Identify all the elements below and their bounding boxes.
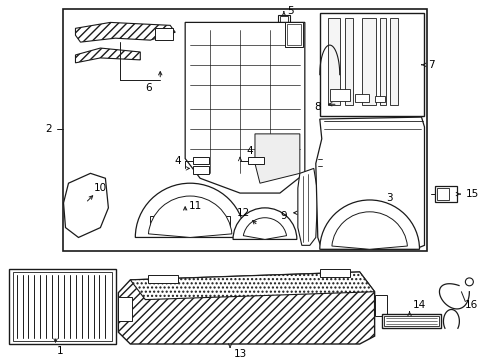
Bar bbox=[390, 18, 397, 105]
Text: 14: 14 bbox=[413, 300, 426, 310]
Polygon shape bbox=[255, 134, 300, 183]
Bar bbox=[320, 13, 424, 116]
Text: 4: 4 bbox=[246, 146, 253, 156]
Bar bbox=[278, 14, 290, 44]
Wedge shape bbox=[148, 196, 232, 238]
Bar bbox=[193, 157, 209, 165]
Bar bbox=[150, 216, 165, 226]
Text: 1: 1 bbox=[57, 346, 64, 356]
Bar bbox=[375, 295, 387, 316]
Bar bbox=[148, 275, 178, 283]
Polygon shape bbox=[75, 48, 140, 63]
Bar bbox=[155, 28, 173, 40]
Text: 16: 16 bbox=[465, 300, 478, 310]
Text: 12: 12 bbox=[236, 208, 249, 218]
Text: 10: 10 bbox=[94, 183, 107, 193]
Bar bbox=[382, 314, 441, 328]
Bar bbox=[248, 157, 264, 165]
Text: 13: 13 bbox=[233, 349, 246, 359]
Bar bbox=[436, 186, 457, 202]
Bar bbox=[119, 297, 132, 321]
Polygon shape bbox=[298, 168, 318, 246]
Bar bbox=[9, 269, 116, 344]
Polygon shape bbox=[130, 272, 375, 300]
Text: 6: 6 bbox=[145, 82, 151, 93]
Bar bbox=[438, 188, 449, 200]
Bar bbox=[384, 316, 440, 326]
Polygon shape bbox=[64, 173, 108, 238]
Bar bbox=[280, 17, 288, 42]
Wedge shape bbox=[244, 218, 287, 239]
Wedge shape bbox=[332, 212, 407, 249]
Text: 5: 5 bbox=[288, 5, 294, 15]
Bar bbox=[375, 96, 385, 102]
Bar bbox=[320, 269, 350, 277]
Polygon shape bbox=[75, 22, 175, 42]
Wedge shape bbox=[320, 200, 419, 249]
Text: 3: 3 bbox=[386, 193, 393, 203]
Bar bbox=[63, 9, 427, 251]
Polygon shape bbox=[119, 272, 375, 344]
Circle shape bbox=[466, 278, 473, 286]
Bar bbox=[193, 166, 209, 174]
Text: 15: 15 bbox=[466, 189, 479, 199]
Text: 11: 11 bbox=[189, 201, 202, 211]
Bar bbox=[287, 24, 301, 45]
Polygon shape bbox=[185, 22, 305, 193]
Bar bbox=[328, 18, 340, 105]
Bar bbox=[362, 18, 376, 105]
Bar bbox=[13, 272, 112, 341]
Text: 9: 9 bbox=[281, 211, 287, 221]
Wedge shape bbox=[135, 183, 245, 238]
Bar bbox=[380, 18, 386, 105]
Bar bbox=[218, 216, 230, 226]
Text: 4: 4 bbox=[175, 157, 181, 166]
Text: 7: 7 bbox=[428, 60, 435, 70]
Bar bbox=[355, 94, 368, 102]
Bar bbox=[330, 90, 350, 101]
Bar bbox=[345, 18, 353, 105]
Bar bbox=[285, 22, 303, 47]
Polygon shape bbox=[316, 117, 424, 249]
Text: 8: 8 bbox=[315, 102, 321, 112]
Text: 2: 2 bbox=[45, 124, 52, 134]
Wedge shape bbox=[233, 208, 297, 239]
